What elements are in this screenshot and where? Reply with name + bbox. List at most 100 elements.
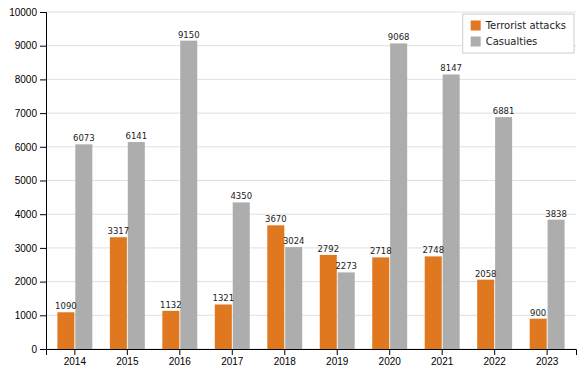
y-tick-mark — [40, 282, 46, 283]
bar — [215, 304, 232, 349]
data-label: 2718 — [370, 246, 392, 256]
x-tick-label: 2019 — [326, 356, 349, 367]
x-tick: 2023 — [536, 349, 559, 367]
y-tick: 3000 — [15, 243, 46, 254]
data-label: 9150 — [178, 30, 200, 40]
legend-swatch — [471, 37, 481, 47]
bar — [267, 225, 284, 349]
y-axis: 0100020003000400050006000700080009000100… — [9, 7, 46, 355]
x-tick-label: 2020 — [379, 356, 402, 367]
data-label: 6141 — [125, 131, 147, 141]
data-label: 2792 — [317, 244, 339, 254]
bar — [110, 237, 127, 349]
bars — [57, 41, 564, 349]
y-tick: 6000 — [15, 142, 46, 153]
y-tick-label: 1000 — [15, 310, 38, 321]
y-tick-mark — [40, 79, 46, 80]
y-tick: 4000 — [15, 209, 46, 220]
y-tick-label: 7000 — [15, 108, 38, 119]
y-tick: 8000 — [15, 74, 46, 85]
data-label: 3670 — [265, 214, 287, 224]
data-label: 1321 — [213, 293, 235, 303]
x-tick-label: 2017 — [221, 356, 244, 367]
grid — [46, 12, 576, 349]
bar — [443, 74, 460, 349]
data-label: 3838 — [545, 209, 567, 219]
x-tick-label: 2014 — [64, 356, 87, 367]
y-tick-mark — [40, 12, 46, 13]
y-tick: 9000 — [15, 40, 46, 51]
y-tick-mark — [40, 248, 46, 249]
legend-label: Casualties — [486, 36, 538, 47]
x-tick: 2015 — [116, 349, 139, 367]
y-tick-mark — [40, 214, 46, 215]
y-tick: 1000 — [15, 310, 46, 321]
data-label: 2058 — [475, 269, 497, 279]
y-tick: 7000 — [15, 108, 46, 119]
legend-frame — [463, 14, 574, 53]
legend-swatch — [471, 21, 481, 31]
x-axis: 2014 2015 2016 2017 2018 2019 2020 2021 2022 2023 — [47, 349, 577, 367]
x-tick: 2019 — [326, 349, 349, 367]
y-tick: 2000 — [15, 276, 46, 287]
data-label: 2748 — [422, 245, 444, 255]
y-tick-mark — [40, 46, 46, 47]
x-tick: 2021 — [431, 349, 454, 367]
x-tick-mark — [232, 349, 233, 355]
bar — [390, 43, 407, 349]
data-labels: 1090331711321321367027922718274820589006… — [55, 30, 567, 318]
x-tick-label: 2021 — [431, 356, 454, 367]
data-label: 4350 — [230, 191, 252, 201]
data-label: 9068 — [388, 32, 410, 42]
bar — [548, 220, 565, 349]
y-axis-line — [40, 13, 47, 350]
bar — [425, 256, 442, 349]
y-tick-mark — [40, 147, 46, 148]
bar — [75, 144, 92, 349]
x-tick-label: 2016 — [169, 356, 192, 367]
x-tick-mark — [547, 349, 548, 355]
bar — [162, 311, 179, 349]
y-tick-mark — [40, 349, 46, 350]
y-tick-label: 6000 — [15, 142, 38, 153]
bar — [285, 247, 302, 349]
chart-container: 0100020003000400050006000700080009000100… — [0, 0, 588, 377]
x-tick-mark — [389, 349, 390, 355]
y-tick: 0 — [31, 344, 46, 355]
x-tick-mark — [74, 349, 75, 355]
data-label: 900 — [530, 308, 546, 318]
data-label: 1132 — [160, 300, 182, 310]
x-axis-line — [47, 350, 577, 356]
data-label: 2273 — [335, 261, 357, 271]
y-tick-label: 3000 — [15, 243, 38, 254]
data-label: 1090 — [55, 301, 77, 311]
bar — [57, 312, 74, 349]
bar — [530, 319, 547, 349]
y-tick-label: 10000 — [9, 7, 37, 18]
bar — [320, 255, 337, 349]
bar — [180, 41, 197, 349]
y-tick-label: 9000 — [15, 40, 38, 51]
x-tick: 2018 — [274, 349, 297, 367]
data-label: 3024 — [283, 236, 305, 246]
x-tick-label: 2023 — [536, 356, 559, 367]
x-tick-mark — [127, 349, 128, 355]
x-tick-mark — [494, 349, 495, 355]
x-tick-label: 2022 — [484, 356, 507, 367]
bar — [495, 117, 512, 349]
bar-series — [75, 41, 564, 349]
data-label: 6881 — [493, 106, 515, 116]
x-tick-mark — [179, 349, 180, 355]
x-tick-mark — [442, 349, 443, 355]
chart-svg: 0100020003000400050006000700080009000100… — [0, 0, 588, 377]
bar — [128, 142, 145, 349]
x-tick: 2014 — [64, 349, 87, 367]
x-tick-label: 2018 — [274, 356, 297, 367]
data-label: 6073 — [73, 133, 95, 143]
x-tick-mark — [337, 349, 338, 355]
plot-area: 0100020003000400050006000700080009000100… — [9, 7, 576, 367]
legend: Terrorist attacksCasualties — [463, 14, 574, 53]
x-tick-label: 2015 — [116, 356, 139, 367]
bar — [477, 280, 494, 349]
grid-line — [46, 79, 576, 80]
